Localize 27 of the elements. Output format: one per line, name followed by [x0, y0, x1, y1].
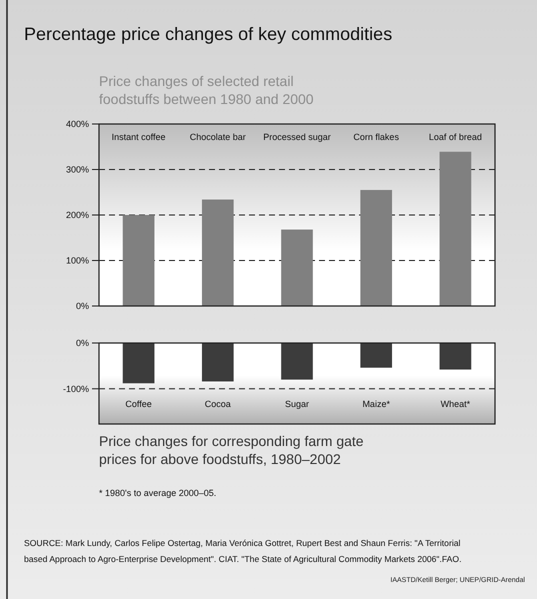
y-tick-label: 0% [76, 301, 89, 312]
x-tick-label: Chocolate bar [190, 132, 246, 142]
y-tick-label: 0% [76, 338, 89, 348]
y-tick-label: -100% [62, 384, 89, 394]
text: Price changes for corresponding farm gate prices for above foodstuffs, 1980–2002 [99, 433, 364, 467]
x-tick-label: Processed sugar [263, 132, 331, 142]
y-tick-label: 300% [66, 164, 89, 175]
source-note: SOURCE: Mark Lundy, Carlos Felipe Ostertag, Maria Verónica Gottret, Rupert Best and Shaun Ferris: "A Territorial based Approach to Agro-Enterprise Development". CIAT. "The State of Agricultural Commodity Markets 2006".FAO. [24, 538, 462, 564]
y-tick-label: 200% [66, 210, 89, 220]
x-tick-label: Instant coffee [112, 132, 166, 142]
bar [202, 200, 234, 306]
bar [440, 152, 472, 306]
x-tick-label: Corn flakes [353, 132, 400, 142]
bar [281, 230, 313, 306]
chart-subtitle: Price changes of selected retail foodstuffs between 1980 and 2000 [99, 73, 314, 107]
bar [122, 215, 154, 306]
bar [360, 190, 392, 306]
x-tick-label: Coffee [125, 399, 152, 409]
x-tick-label: Sugar [284, 399, 310, 409]
x-tick-label: Loaf of bread [428, 132, 482, 142]
chart-title: Percentage price changes of key commodities [24, 24, 392, 44]
x-tick-label: Cocoa [204, 399, 231, 409]
text: * 1980's to average 2000–05. [99, 488, 216, 498]
x-tick-label: Wheat* [440, 399, 471, 409]
y-tick-label: 400% [66, 119, 89, 130]
x-tick-label: Maize* [362, 399, 390, 409]
y-tick-label: 100% [66, 256, 89, 266]
